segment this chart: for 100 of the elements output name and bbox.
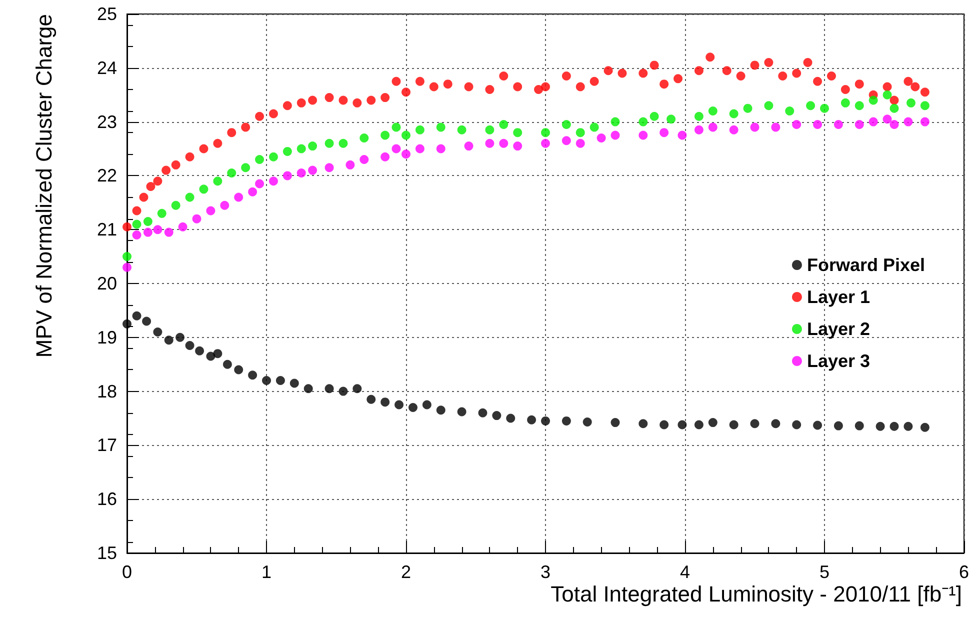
x-tick-label: 5 — [819, 562, 830, 582]
point — [157, 208, 166, 218]
point — [660, 420, 669, 430]
point — [457, 125, 466, 134]
point — [813, 120, 822, 129]
y-tick-label: 20 — [96, 274, 117, 294]
point — [296, 168, 306, 178]
point — [380, 152, 390, 162]
point — [708, 106, 718, 116]
point — [492, 411, 502, 420]
point — [422, 400, 432, 410]
point — [304, 384, 313, 394]
point — [178, 222, 188, 232]
point — [234, 365, 244, 374]
point — [750, 122, 760, 132]
point — [890, 422, 899, 431]
point — [380, 398, 390, 407]
x-tick-label: 3 — [540, 562, 551, 582]
point — [638, 117, 648, 126]
point — [582, 418, 592, 427]
point — [694, 420, 704, 430]
x-axis-title: Total Integrated Luminosity - 2010/11 [fb⁻¹] — [550, 582, 962, 606]
point — [590, 122, 599, 132]
point — [708, 122, 718, 132]
y-tick-label: 17 — [96, 435, 117, 456]
point — [694, 125, 704, 134]
point — [192, 214, 202, 224]
x-tick-label: 6 — [958, 562, 970, 582]
point — [499, 138, 508, 148]
point — [324, 138, 334, 148]
point — [380, 130, 390, 140]
point — [750, 419, 760, 428]
point — [920, 117, 930, 126]
point — [854, 421, 864, 430]
point — [890, 120, 899, 129]
point — [222, 360, 232, 369]
point — [153, 328, 162, 337]
y-tick-label: 21 — [96, 220, 117, 240]
point — [920, 101, 930, 110]
point — [164, 336, 174, 345]
point — [199, 184, 208, 194]
point — [890, 104, 899, 113]
point — [132, 311, 142, 320]
point — [708, 418, 718, 428]
x-tick-label: 1 — [261, 562, 272, 582]
point — [729, 420, 738, 430]
point — [562, 416, 571, 426]
point — [743, 104, 752, 113]
point — [324, 384, 334, 394]
point — [415, 144, 424, 154]
point — [185, 192, 194, 202]
point — [527, 415, 536, 424]
point — [678, 420, 687, 430]
point — [729, 125, 738, 134]
point — [562, 120, 571, 129]
point — [241, 163, 250, 172]
point — [576, 138, 585, 148]
point — [415, 125, 424, 134]
point — [338, 138, 348, 148]
point — [171, 200, 180, 210]
point — [764, 101, 774, 110]
point — [268, 152, 278, 162]
point — [771, 122, 780, 132]
point — [813, 420, 822, 430]
point — [153, 225, 162, 234]
point — [729, 109, 738, 118]
y-tick-label: 22 — [96, 166, 117, 186]
point — [282, 146, 292, 156]
point — [195, 346, 204, 356]
point — [366, 394, 376, 404]
point — [324, 163, 334, 172]
point — [143, 217, 152, 226]
point — [660, 128, 669, 138]
point — [220, 200, 230, 210]
point — [402, 150, 410, 159]
point — [308, 166, 318, 175]
legend-label: Layer 1 — [806, 287, 870, 307]
legend-label: Layer 2 — [806, 319, 870, 339]
point — [227, 168, 236, 178]
point — [457, 407, 466, 416]
point — [338, 386, 348, 396]
point — [906, 98, 916, 108]
point — [176, 332, 185, 342]
point — [276, 376, 285, 386]
point — [262, 376, 271, 386]
point — [882, 114, 892, 124]
point — [436, 144, 446, 154]
point — [785, 106, 794, 116]
point — [290, 378, 299, 388]
point — [282, 171, 292, 180]
point — [143, 228, 152, 237]
point — [541, 128, 550, 138]
point — [308, 142, 318, 151]
point — [834, 421, 843, 430]
point — [392, 144, 401, 154]
point — [213, 176, 222, 186]
point — [920, 422, 930, 432]
point — [360, 155, 369, 164]
point — [666, 114, 676, 124]
x-tick-label: 0 — [122, 562, 132, 582]
